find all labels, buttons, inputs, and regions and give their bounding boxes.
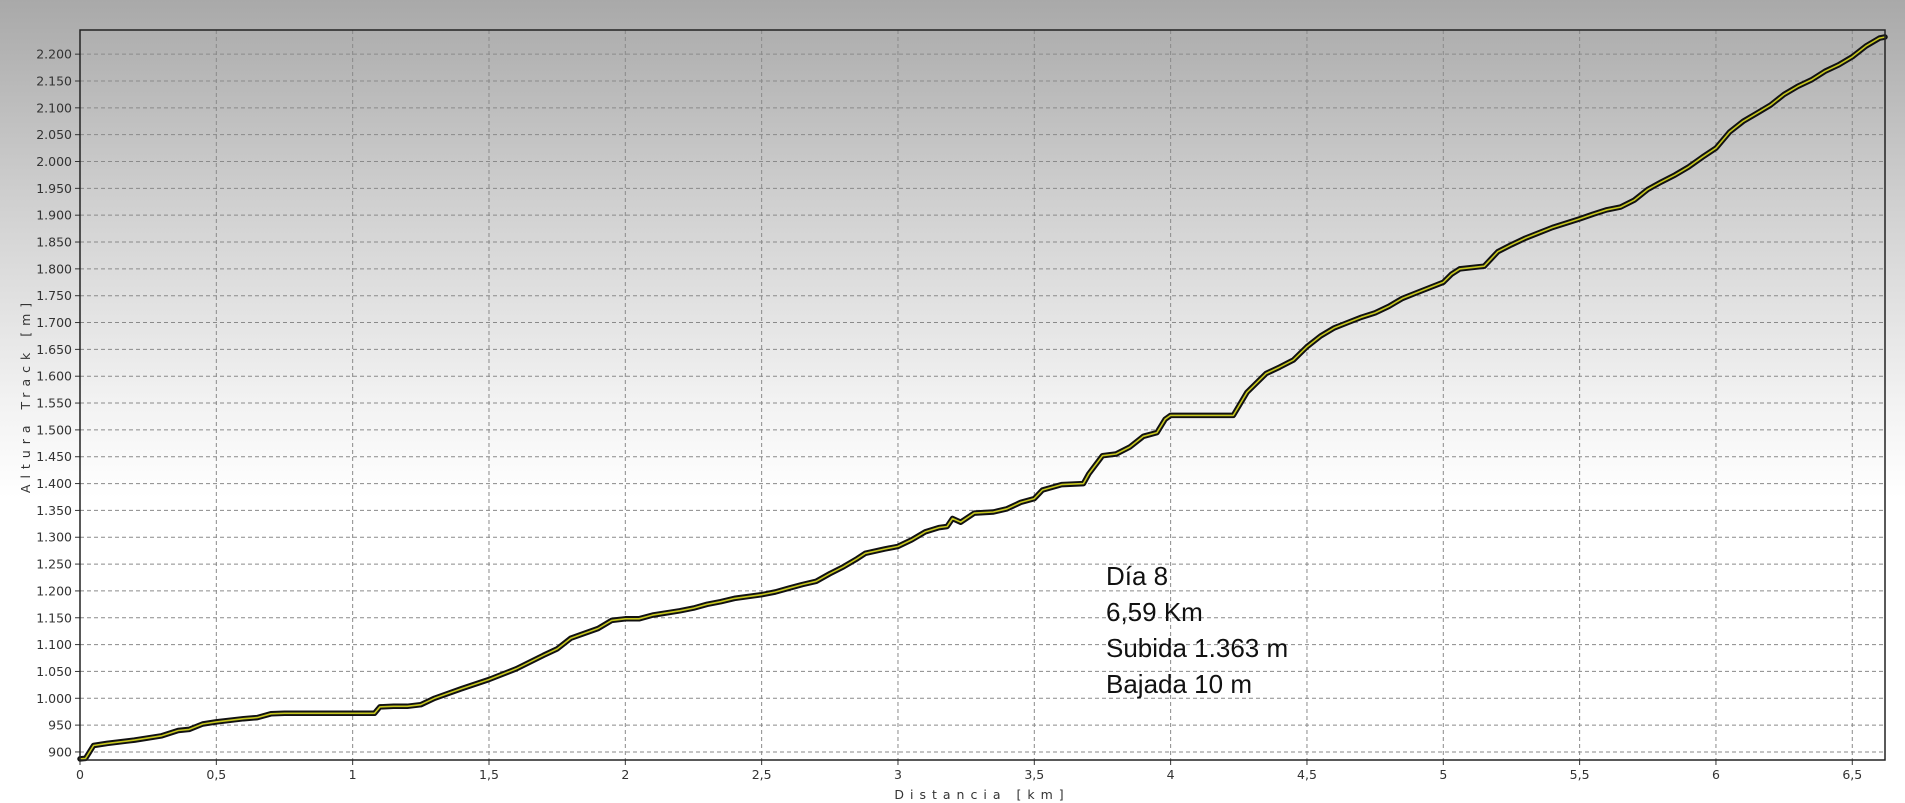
y-tick-label: 2.100 bbox=[36, 100, 72, 115]
y-axis-title: Altura Track [m] bbox=[18, 297, 33, 493]
x-axis-ticks: 0 0,5 1 1,5 2 2,5 3 3,5 4 4,5 5 5,5 6 6,5 bbox=[76, 760, 1862, 782]
route-day-label: Día 8 bbox=[1106, 561, 1169, 591]
y-tick-label: 2.200 bbox=[36, 47, 72, 62]
y-tick-label: 1.550 bbox=[36, 396, 72, 411]
y-tick-label: 1.700 bbox=[36, 315, 72, 330]
y-tick-label: 950 bbox=[48, 718, 72, 733]
y-tick-label: 1.000 bbox=[36, 691, 72, 706]
y-tick-label: 1.800 bbox=[36, 261, 72, 276]
x-tick-label: 3 bbox=[894, 767, 902, 782]
y-tick-label: 900 bbox=[48, 744, 72, 759]
y-tick-label: 1.400 bbox=[36, 476, 72, 491]
y-tick-label: 2.150 bbox=[36, 73, 72, 88]
x-tick-label: 6 bbox=[1712, 767, 1720, 782]
y-tick-label: 1.200 bbox=[36, 583, 72, 598]
x-tick-label: 5 bbox=[1439, 767, 1447, 782]
y-tick-label: 1.450 bbox=[36, 449, 72, 464]
y-tick-label: 1.250 bbox=[36, 557, 72, 572]
y-tick-label: 1.900 bbox=[36, 208, 72, 223]
y-tick-label: 2.050 bbox=[36, 127, 72, 142]
y-tick-label: 1.950 bbox=[36, 181, 72, 196]
x-tick-label: 1 bbox=[349, 767, 357, 782]
grid-lines bbox=[80, 30, 1885, 760]
route-summary: Día 8 6,59 Km Subida 1.363 m Bajada 10 m bbox=[1106, 558, 1288, 702]
elevation-series bbox=[77, 34, 1888, 762]
x-tick-label: 0 bbox=[76, 767, 84, 782]
x-tick-label: 3,5 bbox=[1024, 767, 1044, 782]
route-ascent-label: Subida 1.363 m bbox=[1106, 633, 1289, 663]
x-tick-label: 4 bbox=[1167, 767, 1175, 782]
elevation-line bbox=[79, 36, 1886, 760]
y-tick-label: 1.500 bbox=[36, 422, 72, 437]
y-tick-label: 1.600 bbox=[36, 369, 72, 384]
x-tick-label: 4,5 bbox=[1297, 767, 1317, 782]
x-tick-label: 2 bbox=[621, 767, 629, 782]
x-axis-title: Distancia [km] bbox=[894, 787, 1069, 802]
route-distance-label: 6,59 Km bbox=[1106, 597, 1203, 627]
y-tick-label: 1.100 bbox=[36, 637, 72, 652]
y-axis-ticks: 900 950 1.000 1.050 1.100 1.150 1.200 1.250 1.30… bbox=[36, 47, 80, 759]
y-tick-label: 1.350 bbox=[36, 503, 72, 518]
x-tick-label: 2,5 bbox=[752, 767, 772, 782]
y-tick-label: 1.650 bbox=[36, 342, 72, 357]
x-tick-label: 0,5 bbox=[206, 767, 226, 782]
y-tick-label: 2.000 bbox=[36, 154, 72, 169]
route-descent-label: Bajada 10 m bbox=[1106, 669, 1252, 699]
y-tick-label: 1.300 bbox=[36, 530, 72, 545]
x-tick-label: 1,5 bbox=[479, 767, 499, 782]
y-tick-label: 1.750 bbox=[36, 288, 72, 303]
x-tick-label: 5,5 bbox=[1570, 767, 1590, 782]
elevation-line-outline bbox=[77, 34, 1888, 762]
plot-frame bbox=[79, 29, 1886, 761]
y-tick-label: 1.150 bbox=[36, 610, 72, 625]
y-tick-label: 1.850 bbox=[36, 235, 72, 250]
y-tick-label: 1.050 bbox=[36, 664, 72, 679]
x-tick-label: 6,5 bbox=[1842, 767, 1862, 782]
